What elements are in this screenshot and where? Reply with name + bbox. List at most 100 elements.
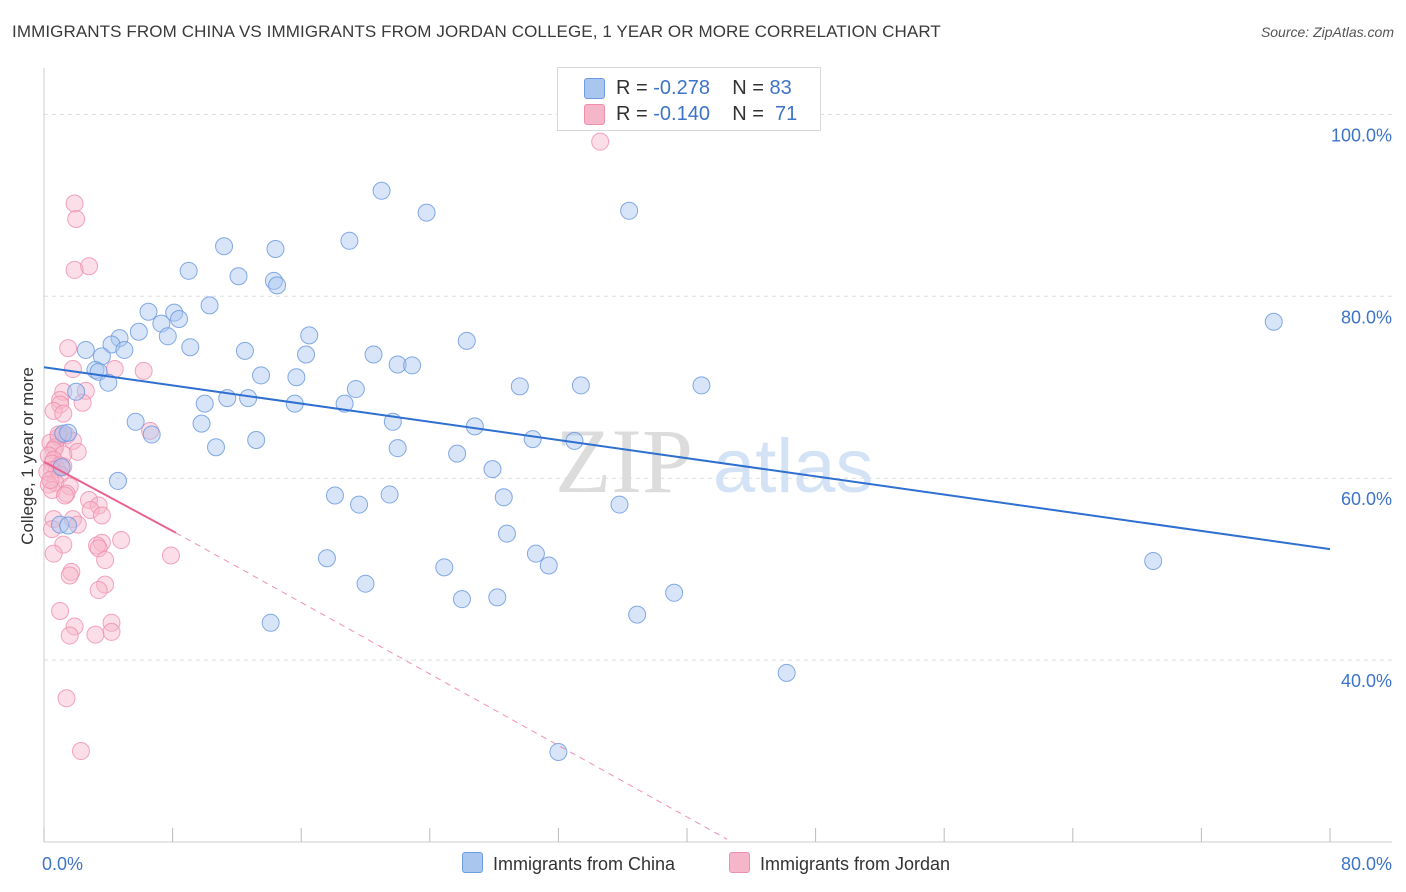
data-point-china	[76, 340, 95, 359]
data-point-jordan	[65, 194, 84, 213]
data-point-china	[417, 203, 436, 222]
data-point-jordan	[51, 601, 70, 620]
data-point-china	[317, 549, 336, 568]
legend-china-n-label: N =	[732, 76, 764, 99]
data-point-china	[1144, 551, 1163, 570]
data-point-china	[610, 495, 629, 514]
trend-line-china	[43, 366, 1331, 551]
data-point-china	[457, 331, 476, 350]
data-point-jordan	[80, 257, 99, 276]
data-point-jordan	[89, 581, 108, 600]
data-point-jordan	[54, 404, 73, 423]
data-point-china	[356, 574, 375, 593]
y-axis-label: College, 1 year or more	[18, 367, 37, 545]
data-point-china	[247, 430, 266, 449]
data-point-jordan	[112, 531, 131, 550]
data-point-jordan	[71, 742, 90, 761]
y-tick-label: 80.0%	[1341, 307, 1392, 327]
data-point-china	[452, 590, 471, 609]
data-point-china	[179, 261, 198, 280]
data-point-china	[340, 231, 359, 250]
data-point-jordan	[44, 544, 63, 563]
data-point-china	[494, 488, 513, 507]
data-point-jordan	[60, 626, 79, 645]
data-point-jordan	[51, 390, 70, 409]
data-point-jordan	[86, 625, 105, 644]
data-point-china	[448, 444, 467, 463]
data-point-china	[297, 345, 316, 364]
trend-line-jordan	[43, 460, 177, 534]
legend-jordan-n-label: N =	[732, 102, 764, 125]
data-point-jordan	[60, 566, 79, 585]
data-point-china	[620, 201, 639, 220]
data-point-china	[195, 394, 214, 413]
data-point-china	[200, 296, 219, 315]
data-point-china	[372, 181, 391, 200]
data-point-china	[364, 345, 383, 364]
data-point-china	[129, 322, 148, 341]
data-point-china	[207, 438, 226, 457]
data-point-china	[380, 485, 399, 504]
data-point-china	[59, 516, 78, 535]
data-point-china	[388, 439, 407, 458]
axes	[43, 68, 1392, 843]
x-tick-label: 0.0%	[42, 854, 83, 874]
data-point-china	[403, 356, 422, 375]
data-point-jordan	[55, 486, 74, 505]
data-point-china	[571, 376, 590, 395]
legend-jordan-r-value: -0.140	[653, 102, 710, 125]
data-point-jordan	[96, 551, 115, 570]
data-point-jordan	[68, 442, 87, 461]
data-point-china	[526, 544, 545, 563]
data-point-jordan	[92, 533, 111, 552]
data-point-china	[483, 460, 502, 479]
data-point-china	[435, 558, 454, 577]
data-point-china	[1264, 312, 1283, 331]
data-point-china	[229, 267, 248, 286]
data-point-china	[300, 326, 319, 345]
data-point-china	[215, 237, 234, 256]
data-point-china	[628, 605, 647, 624]
data-point-china	[692, 376, 711, 395]
data-point-china	[192, 414, 211, 433]
data-point-china	[252, 366, 271, 385]
data-point-china	[268, 276, 287, 295]
data-point-china	[165, 303, 184, 322]
data-point-china	[108, 471, 127, 490]
data-point-jordan	[57, 689, 76, 708]
data-point-china	[287, 368, 306, 387]
data-point-jordan	[65, 617, 84, 636]
data-point-china	[510, 377, 529, 396]
data-point-china	[777, 663, 796, 682]
data-point-jordan	[81, 501, 100, 520]
data-point-jordan	[54, 535, 73, 554]
trend-lines	[43, 366, 1331, 840]
data-point-jordan	[591, 132, 610, 151]
legend: R = -0.278 N = 83 R = -0.140 N = 71	[557, 67, 821, 131]
data-point-jordan	[41, 471, 60, 490]
data-point-jordan	[89, 539, 108, 558]
legend-china-r-value: -0.278	[653, 76, 710, 99]
data-point-jordan	[102, 622, 121, 641]
data-point-china	[539, 556, 558, 575]
data-point-jordan	[134, 361, 153, 380]
legend-jordan-r-label: R =	[616, 102, 648, 125]
data-point-china	[181, 338, 200, 357]
series-jordan	[38, 132, 610, 761]
data-point-china	[59, 423, 78, 442]
data-point-china	[115, 340, 134, 359]
data-point-china	[665, 583, 684, 602]
bottom-legend-jordan: Immigrants from Jordan	[729, 852, 950, 875]
data-point-china	[325, 486, 344, 505]
legend-jordan-n-value: 71	[775, 102, 798, 125]
bottom-legend-china-label: Immigrants from China	[493, 854, 676, 874]
series-china	[51, 181, 1283, 761]
y-tick-label: 100.0%	[1331, 125, 1392, 145]
data-point-china	[266, 239, 285, 258]
data-point-jordan	[73, 393, 92, 412]
data-point-jordan	[161, 546, 180, 565]
data-point-china	[335, 394, 354, 413]
data-point-china	[170, 310, 189, 329]
bottom-legend-jordan-label: Immigrants from Jordan	[760, 854, 951, 874]
data-point-china	[139, 302, 158, 321]
